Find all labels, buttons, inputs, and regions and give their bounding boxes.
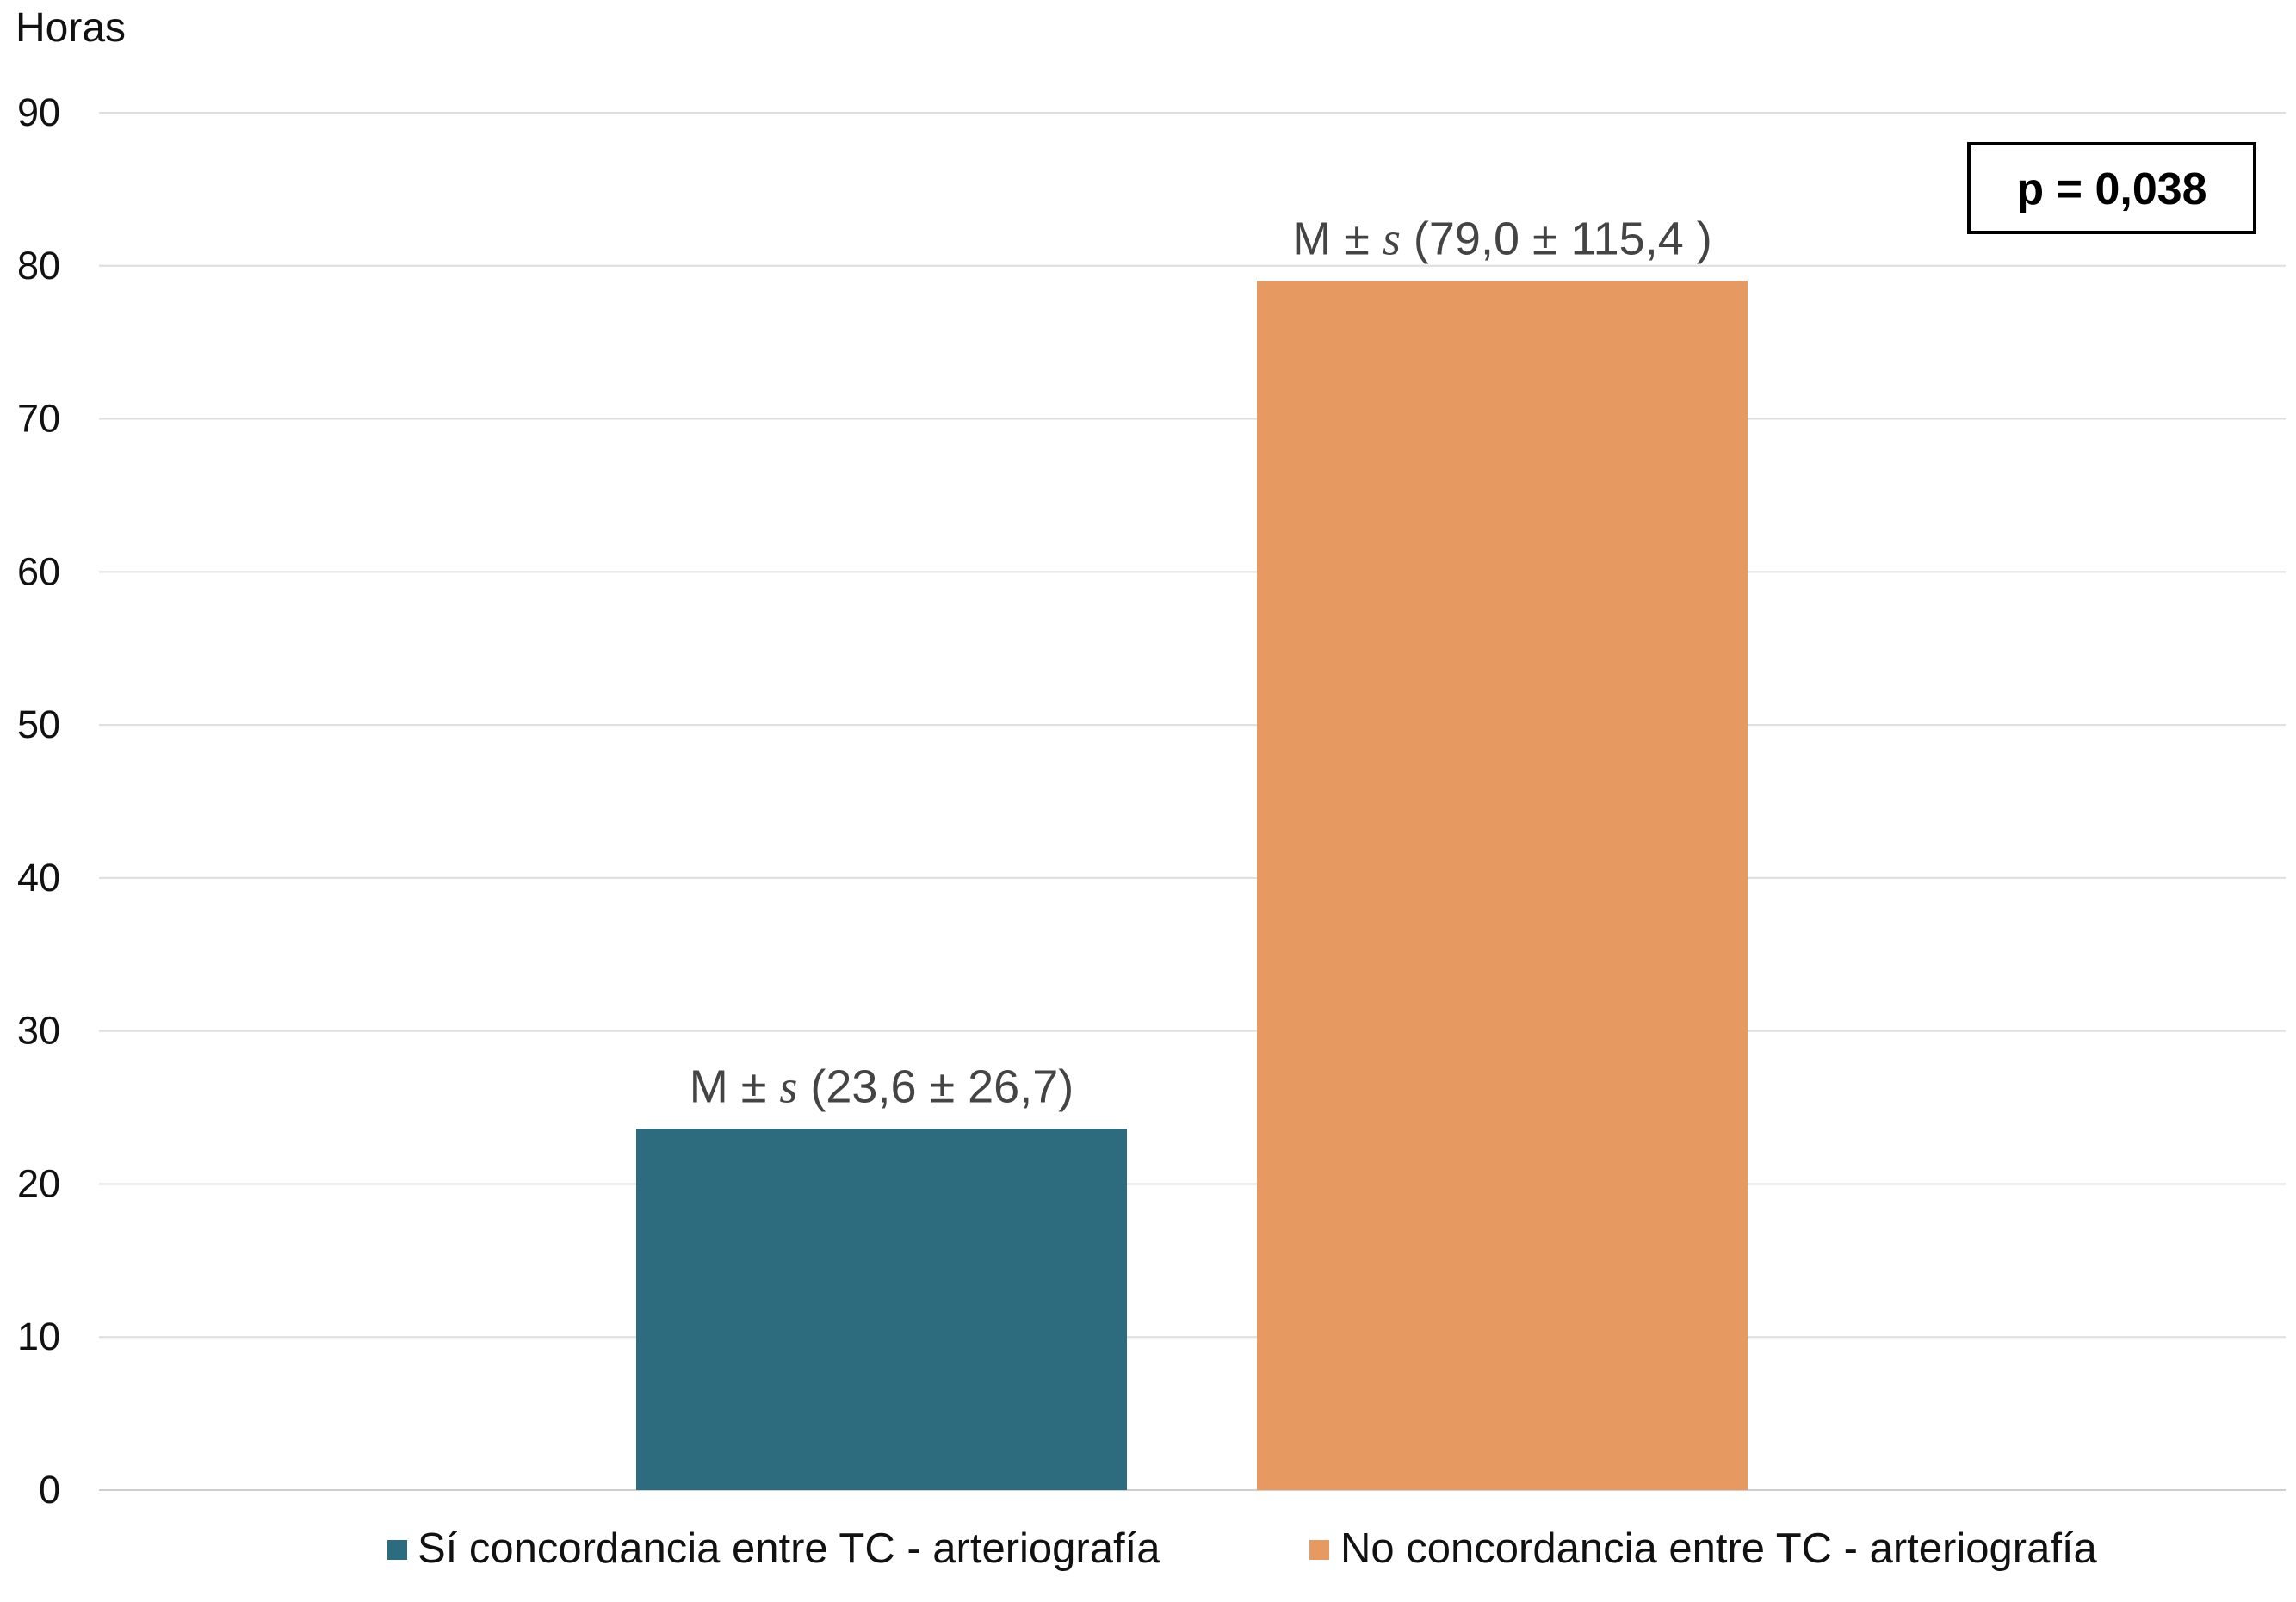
- bar-value-label: M ± s (23,6 ± 26,7): [690, 1061, 1074, 1112]
- y-axis-label: Horas: [15, 5, 126, 51]
- y-tick-label: 90: [17, 90, 60, 134]
- bar: [1257, 281, 1748, 1490]
- legend-label: No concordancia entre TC - arteriografía: [1340, 1525, 2098, 1572]
- y-tick-label: 30: [17, 1009, 60, 1053]
- y-tick-label: 40: [17, 856, 60, 900]
- p-value-text: p = 0,038: [2016, 164, 2206, 214]
- y-tick-label: 0: [39, 1468, 60, 1512]
- y-tick-label: 80: [17, 244, 60, 288]
- y-tick-label: 60: [17, 549, 60, 593]
- y-tick-label: 10: [17, 1314, 60, 1358]
- gridlines: [99, 112, 2286, 1491]
- p-value-box: [1967, 142, 2256, 234]
- y-axis-ticks: 0 10 20 30 40 50 60 70 80 90: [17, 90, 60, 1512]
- legend-swatch: [1309, 1540, 1329, 1560]
- legend-item: Sí concordancia entre TC - arteriografía: [387, 1525, 1160, 1572]
- y-tick-label: 70: [17, 397, 60, 441]
- legend: Sí concordancia entre TC - arteriografía…: [387, 1525, 2098, 1572]
- bars: [636, 281, 1748, 1490]
- p-value-annotation: p = 0,038: [1967, 142, 2256, 234]
- bar-value-label: M ± s (79,0 ± 115,4 ): [1292, 213, 1711, 265]
- legend-item: No concordancia entre TC - arteriografía: [1309, 1525, 2098, 1572]
- y-tick-label: 20: [17, 1161, 60, 1205]
- legend-swatch: [387, 1540, 407, 1560]
- bar-data-labels: M ± s (23,6 ± 26,7) M ± s (79,0 ± 115,4 ): [690, 213, 1712, 1113]
- legend-label: Sí concordancia entre TC - arteriografía: [418, 1525, 1160, 1572]
- y-tick-label: 50: [17, 702, 60, 746]
- bar: [636, 1129, 1127, 1490]
